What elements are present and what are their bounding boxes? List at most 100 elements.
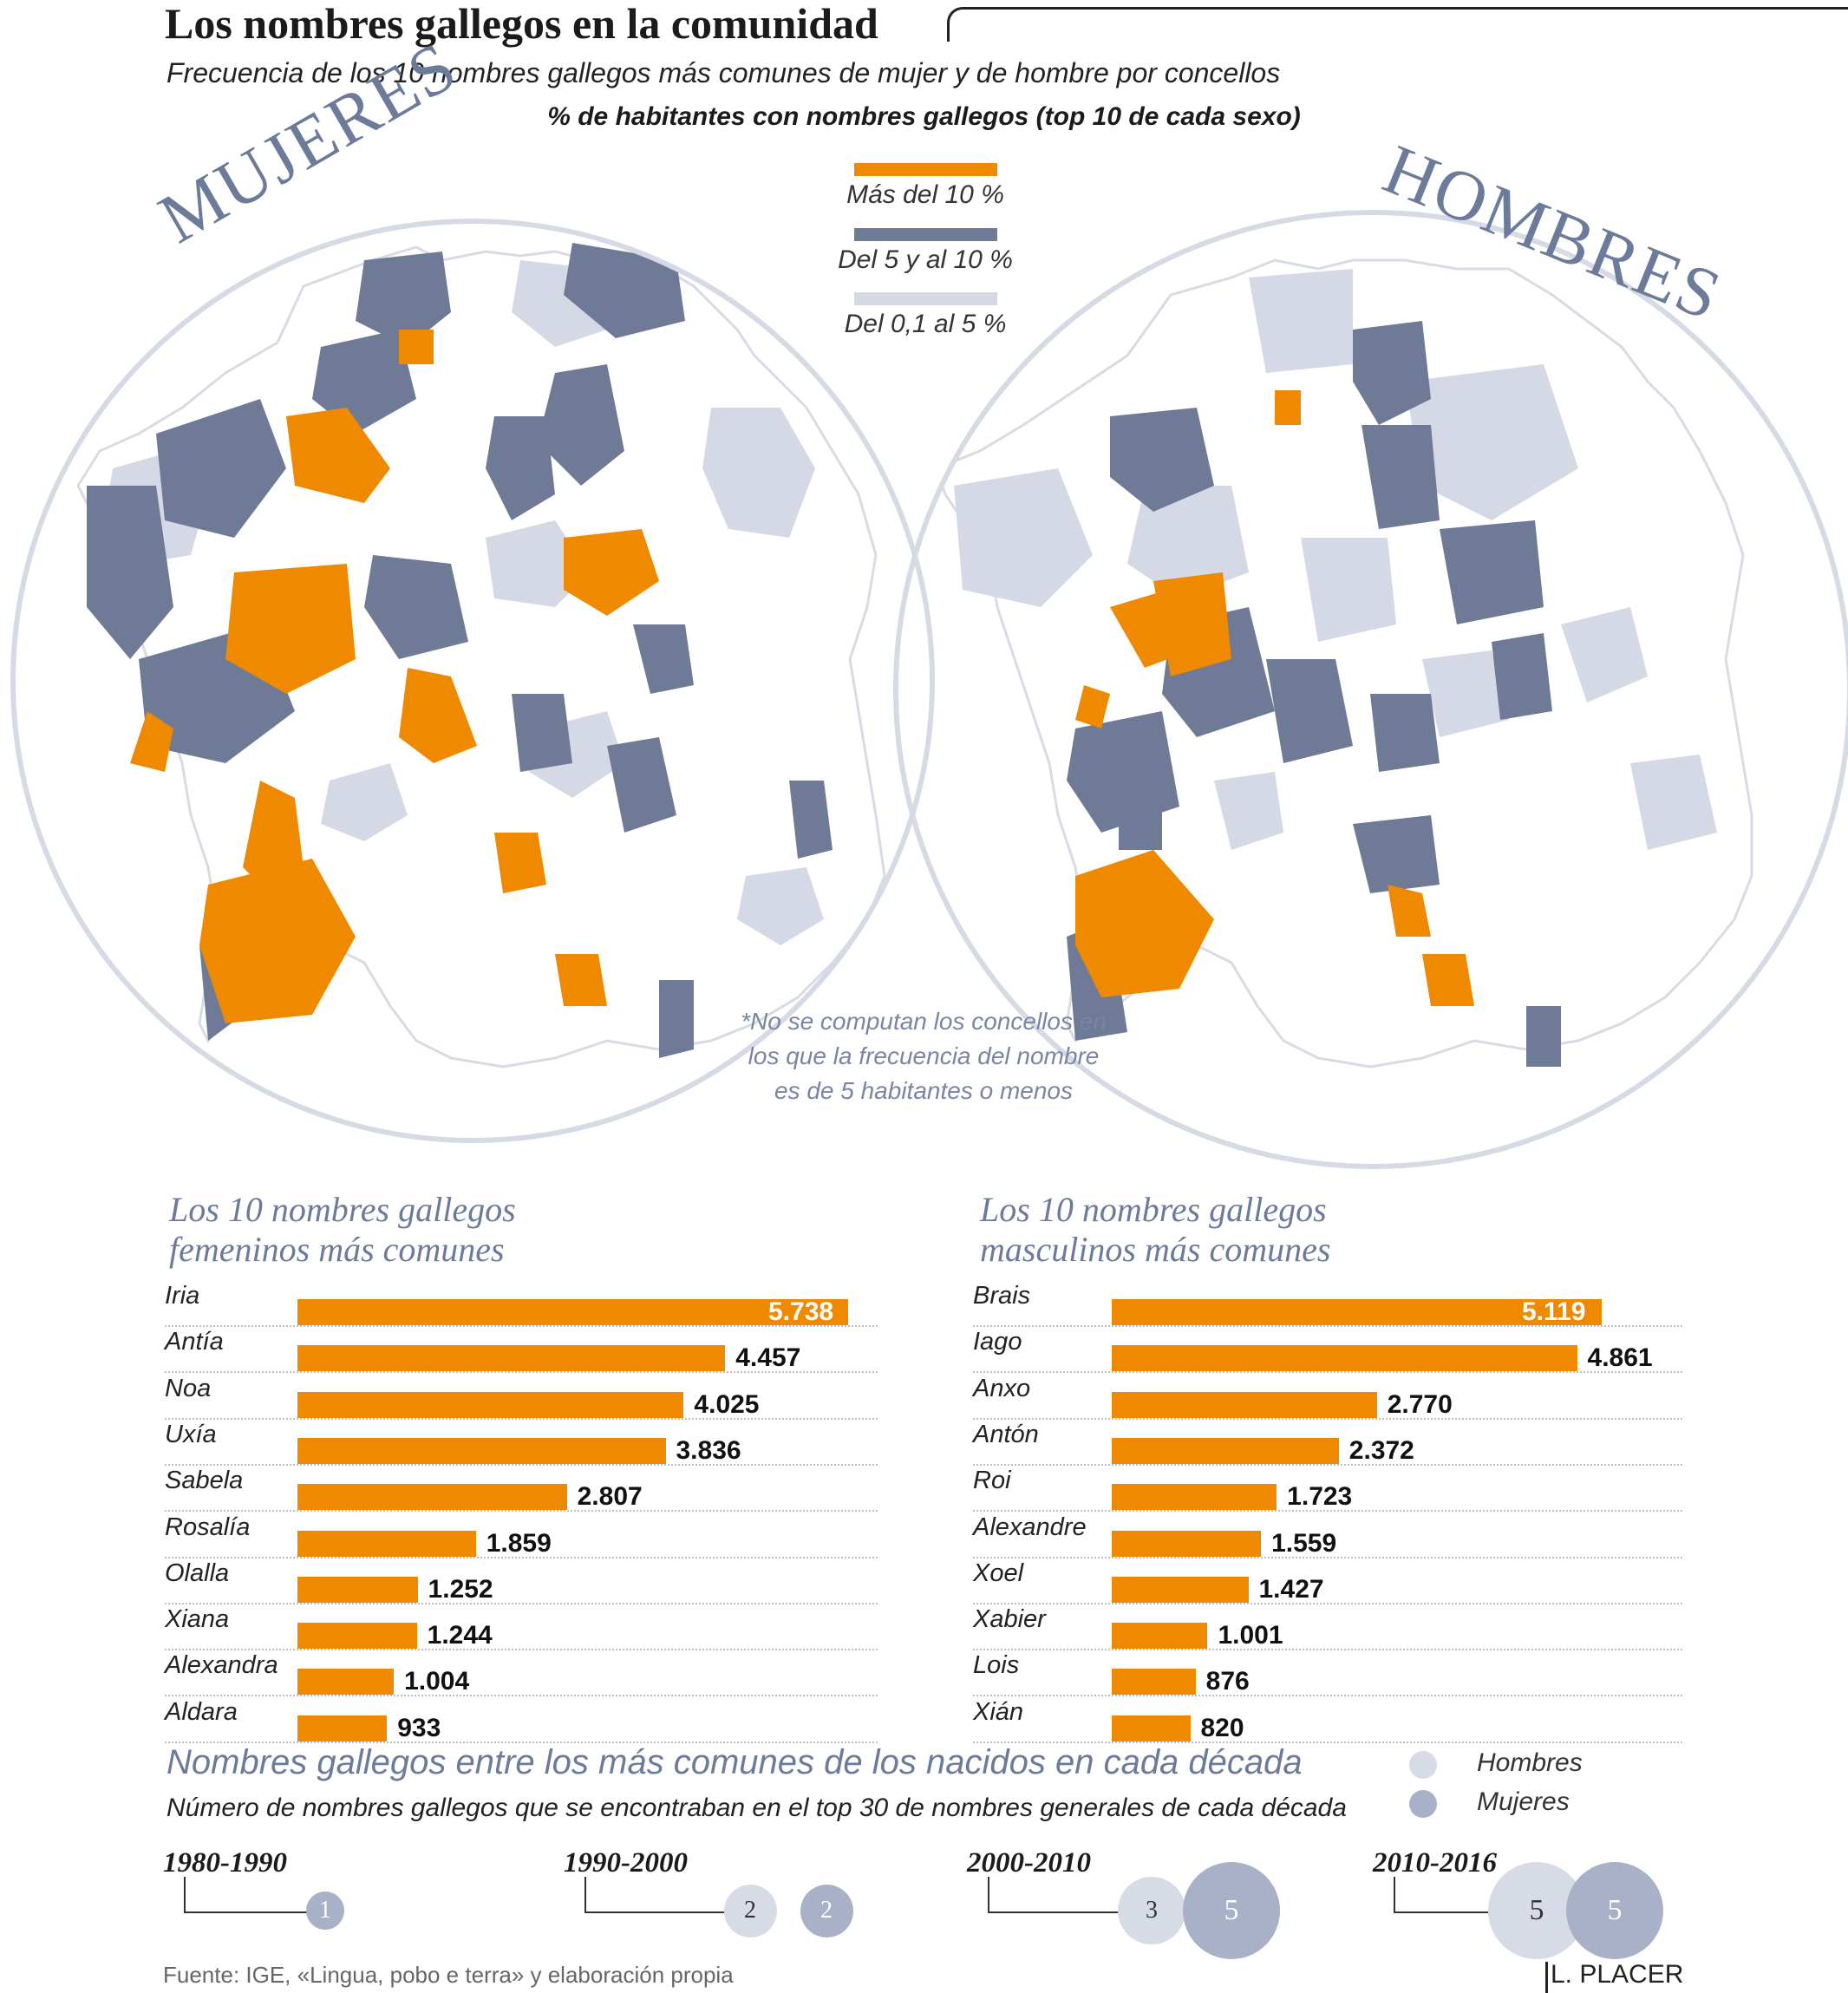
bar [297, 1299, 848, 1325]
region-dark [789, 781, 833, 859]
bar [1112, 1437, 1339, 1464]
map-circle-right [893, 210, 1848, 1169]
legend-swatch-mid [854, 228, 997, 241]
bar-category-label: Sabela [165, 1467, 244, 1495]
region-light [702, 408, 815, 538]
bar [297, 1576, 418, 1603]
bar-row: Sabela 2.807 [165, 1467, 878, 1513]
region-dark [1119, 781, 1162, 850]
region-orange [399, 668, 477, 763]
region-orange [1153, 572, 1231, 676]
bar-row: Uxía 3.836 [165, 1421, 878, 1466]
page-title: Los nombres gallegos en la comunidad [165, 0, 878, 48]
decade-leader-line [584, 1877, 726, 1913]
bar [297, 1623, 417, 1650]
decade-leader-line [184, 1877, 308, 1913]
region-dark [156, 399, 286, 538]
bar-category-label: Olalla [165, 1558, 230, 1587]
decade-label: 1980-1990 [163, 1847, 287, 1879]
region-dark [1353, 815, 1440, 893]
map-hombres [935, 258, 1753, 1068]
bar-row: Brais 5.119 [973, 1282, 1682, 1327]
bubble-mujeres: 2 [800, 1884, 853, 1937]
bar-value-label: 4.457 [735, 1343, 801, 1373]
bar-category-label: Brais [973, 1282, 1031, 1310]
legend-label-mujeres: Mujeres [1477, 1787, 1570, 1816]
bar [1112, 1299, 1602, 1325]
bar [1112, 1669, 1196, 1696]
bubble-hombres: 2 [723, 1884, 777, 1937]
bubble-mujeres: 1 [306, 1892, 344, 1930]
bar-category-label: Xiana [165, 1605, 230, 1634]
author-credit: L. PLACER [1551, 1960, 1684, 1989]
bar-category-label: Antón [973, 1420, 1039, 1448]
bar [297, 1669, 395, 1696]
bar [297, 1345, 726, 1372]
bar-row: Antón 2.372 [973, 1421, 1682, 1466]
decades-subtitle: Número de nombres gallegos que se encont… [167, 1794, 1347, 1822]
bar [1112, 1530, 1262, 1557]
region-dark [87, 486, 173, 659]
region-light [954, 468, 1093, 607]
decade-label: 2010-2016 [1373, 1847, 1497, 1879]
bar-value-label: 1.723 [1287, 1482, 1353, 1512]
region-dark [1370, 694, 1440, 772]
decade-label: 1990-2000 [564, 1847, 688, 1879]
bar-category-label: Xabier [973, 1605, 1046, 1634]
region-orange [225, 564, 356, 694]
source-note: Fuente: IGE, «Lingua, pobo e terra» y el… [163, 1962, 734, 1988]
bar [297, 1484, 567, 1511]
region-dark [486, 416, 555, 520]
bar-value-label: 2.807 [577, 1482, 643, 1512]
bar [1112, 1484, 1277, 1511]
female-chart-title: Los 10 nombres gallegos femeninos más co… [169, 1190, 516, 1269]
region-dark [607, 737, 676, 833]
bar-category-label: Alexandre [973, 1513, 1087, 1541]
bar [297, 1530, 476, 1557]
bar-category-label: Iria [165, 1282, 200, 1310]
legend-label-mid: Del 5 y al 10 % [838, 245, 1013, 274]
region-orange [494, 833, 546, 893]
region-orange [1075, 850, 1214, 997]
bar-row: Noa 4.025 [165, 1375, 878, 1420]
bar-value-label: 2.372 [1348, 1435, 1414, 1465]
region-dark [364, 555, 468, 659]
map-note: *No se computan los concellos en los que… [741, 1008, 1107, 1104]
region-dark [1110, 408, 1214, 512]
region-dark [564, 243, 685, 338]
legend-swatch-low [854, 292, 997, 305]
page-subtitle: Frecuencia de los 10 nombres gallegos má… [167, 57, 1281, 88]
maps-svg [10, 210, 1848, 1169]
bar-value-label: 876 [1205, 1667, 1250, 1696]
bar-value-label: 2.770 [1387, 1389, 1453, 1419]
region-orange [1275, 390, 1301, 425]
bar-row: Rosalía 1.859 [165, 1513, 878, 1558]
bar-category-label: Xián [973, 1697, 1024, 1726]
region-orange [286, 408, 390, 503]
legend-label-high: Más del 10 % [846, 180, 1004, 209]
bar-row: Iria 5.738 [165, 1282, 878, 1327]
bar-category-label: Alexandra [165, 1651, 278, 1680]
region-dark [1526, 1006, 1561, 1067]
region-light [1214, 772, 1283, 850]
bubble-mujeres: 5 [1566, 1862, 1663, 1959]
legend-dot-mujeres [1409, 1790, 1437, 1818]
region-orange [1075, 685, 1110, 729]
bar-value-label: 1.244 [427, 1621, 493, 1650]
bar [1112, 1391, 1377, 1418]
bar-value-label: 5.738 [768, 1297, 834, 1326]
bar-category-label: Anxo [973, 1374, 1031, 1402]
bar [1112, 1345, 1577, 1372]
bar-value-label: 4.861 [1587, 1343, 1653, 1373]
region-dark [312, 330, 416, 434]
bar-value-label: 1.859 [486, 1528, 552, 1558]
bar-row: Xián 820 [973, 1698, 1682, 1743]
bar-row: Xiana 1.244 [165, 1605, 878, 1651]
bar-row: Iago 4.861 [973, 1328, 1682, 1374]
bar-value-label: 3.836 [676, 1435, 741, 1465]
legend-label-hombres: Hombres [1477, 1748, 1583, 1777]
bar-category-label: Iago [973, 1328, 1022, 1356]
bar [1112, 1715, 1191, 1741]
bar-row: Xabier 1.001 [973, 1605, 1682, 1651]
legend-dot-hombres [1409, 1751, 1437, 1779]
